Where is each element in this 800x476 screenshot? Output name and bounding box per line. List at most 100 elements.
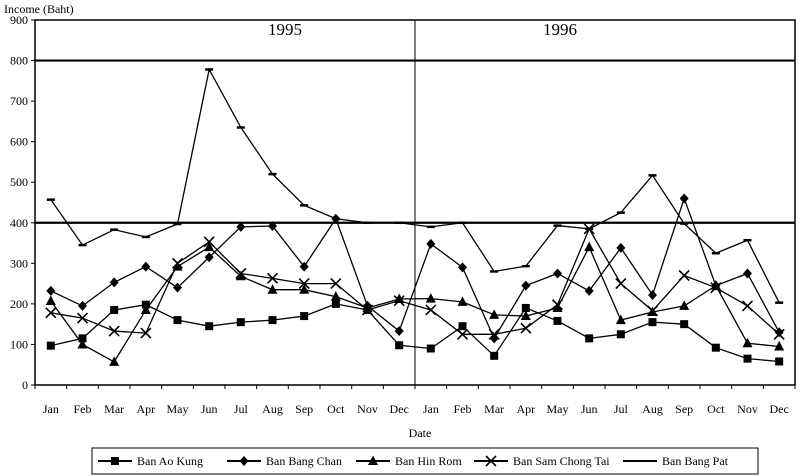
series-3-point-2 [108, 325, 120, 337]
x-tick-label-13: Feb [454, 402, 472, 416]
legend-label-0: Ban Ao Kung [137, 454, 203, 468]
legend-label-4: Ban Bang Pat [662, 454, 729, 468]
series-1-point-20 [679, 193, 689, 204]
legend-item-4: Ban Bang Pat [623, 454, 729, 468]
x-tick-label-14: Mar [484, 402, 504, 416]
x-tick-label-2: Mar [104, 402, 124, 416]
legend-marker-3 [485, 455, 497, 467]
legend-label-2: Ban Hin Rom [395, 454, 462, 468]
series-0-point-1 [78, 334, 87, 343]
series-1-point-18 [616, 242, 626, 253]
x-tick-label-4: May [167, 402, 189, 416]
series-0-point-20 [680, 320, 689, 329]
x-tick-label-6: Jul [234, 402, 249, 416]
series-0-point-8 [300, 312, 309, 321]
series-3-point-7 [266, 272, 279, 284]
series-3-point-1 [76, 312, 89, 324]
series-1-point-19 [648, 289, 657, 300]
x-axis-title: Date [409, 426, 432, 440]
series-2-point-17 [584, 241, 595, 252]
series-0-point-2 [110, 305, 119, 314]
series-2-point-13 [457, 296, 468, 306]
series-0-point-7 [268, 316, 277, 325]
legend-marker-0 [111, 457, 119, 465]
legend-label-1: Ban Bang Chan [266, 454, 342, 468]
series-3-point-12 [425, 304, 437, 316]
series-1-point-8 [299, 261, 309, 272]
series-3-point-3 [140, 327, 152, 339]
x-tick-label-7: Aug [262, 402, 283, 416]
legend-item-1: Ban Bang Chan [227, 454, 342, 468]
series-2-point-1 [77, 338, 88, 349]
series-2-point-20 [679, 300, 690, 310]
series-line-1 [50, 196, 780, 340]
x-tick-label-10: Nov [357, 402, 378, 416]
legend-marker-2 [368, 455, 378, 465]
series-0 [46, 299, 784, 366]
axes-layer: 0 100 200 300 400 500 600 700 800 900 Jan Feb Mar Apr… [10, 13, 796, 416]
series-3-point-5 [203, 236, 215, 248]
labels-layer: Income (Baht) Date 1995 1996 [4, 2, 577, 440]
x-tick-label-19: Aug [642, 402, 663, 416]
series-0-point-23 [775, 357, 784, 366]
legend-item-3: Ban Sam Chong Tai [474, 454, 610, 468]
legend-label-3: Ban Sam Chong Tai [513, 454, 610, 468]
series-1-point-13 [458, 262, 467, 273]
x-tick-label-12: Jan [423, 402, 439, 416]
series-1-point-7 [268, 221, 277, 232]
series-2-point-11 [394, 293, 405, 304]
series-4 [46, 67, 784, 304]
series-layer [45, 67, 785, 366]
legend-item-2: Ban Hin Rom [356, 454, 462, 468]
series-line-0 [50, 303, 780, 363]
series-3-point-8 [298, 278, 310, 290]
series-3-point-18 [615, 278, 627, 290]
series-line-4 [50, 67, 780, 303]
series-1-point-11 [394, 326, 404, 337]
series-1-point-0 [46, 285, 56, 296]
series-2-point-5 [204, 241, 215, 252]
y-tick-label-100: 100 [10, 337, 28, 351]
series-0-point-17 [585, 334, 594, 343]
series-0-point-5 [205, 322, 214, 331]
series-2-point-16 [552, 302, 563, 312]
y-tick-label-400: 400 [10, 216, 28, 230]
series-3-point-14 [488, 328, 500, 340]
x-tick-label-9: Oct [327, 402, 345, 416]
x-tick-label-1: Feb [74, 402, 92, 416]
x-tick-label-15: Apr [516, 402, 535, 416]
series-0-point-6 [236, 318, 245, 327]
series-1-point-5 [204, 252, 214, 263]
x-tick-label-0: Jan [43, 402, 59, 416]
series-2-point-3 [140, 304, 151, 314]
series-0-point-22 [743, 354, 752, 363]
series-1-point-22 [743, 268, 752, 279]
series-1-point-17 [584, 285, 594, 296]
series-3-point-0 [45, 307, 57, 319]
series-1-point-16 [553, 268, 562, 279]
series-1-point-15 [521, 280, 531, 291]
series-0-point-19 [648, 318, 657, 327]
series-0-point-11 [395, 341, 404, 350]
x-tick-label-11: Dec [390, 402, 409, 416]
x-tick-label-17: Jun [581, 402, 598, 416]
series-0-point-12 [426, 344, 435, 353]
legend-item-0: Ban Ao Kung [98, 454, 203, 468]
series-3-point-19 [646, 305, 659, 317]
series-3-point-16 [551, 299, 564, 311]
series-3-point-21 [710, 282, 722, 294]
x-tick-label-8: Sep [295, 402, 313, 416]
series-2-point-6 [235, 270, 246, 281]
series-3-point-23 [773, 328, 785, 340]
series-2-point-23 [774, 340, 785, 351]
y-tick-label-600: 600 [10, 135, 28, 149]
series-1-point-2 [109, 277, 119, 288]
series-2-point-7 [267, 284, 278, 294]
x-tick-label-5: Jun [201, 402, 218, 416]
series-1-point-1 [78, 300, 87, 311]
legend-marker-1 [239, 456, 249, 466]
series-0-point-0 [46, 341, 55, 350]
series-0-point-13 [458, 322, 467, 331]
y-tick-label-200: 200 [10, 297, 28, 311]
